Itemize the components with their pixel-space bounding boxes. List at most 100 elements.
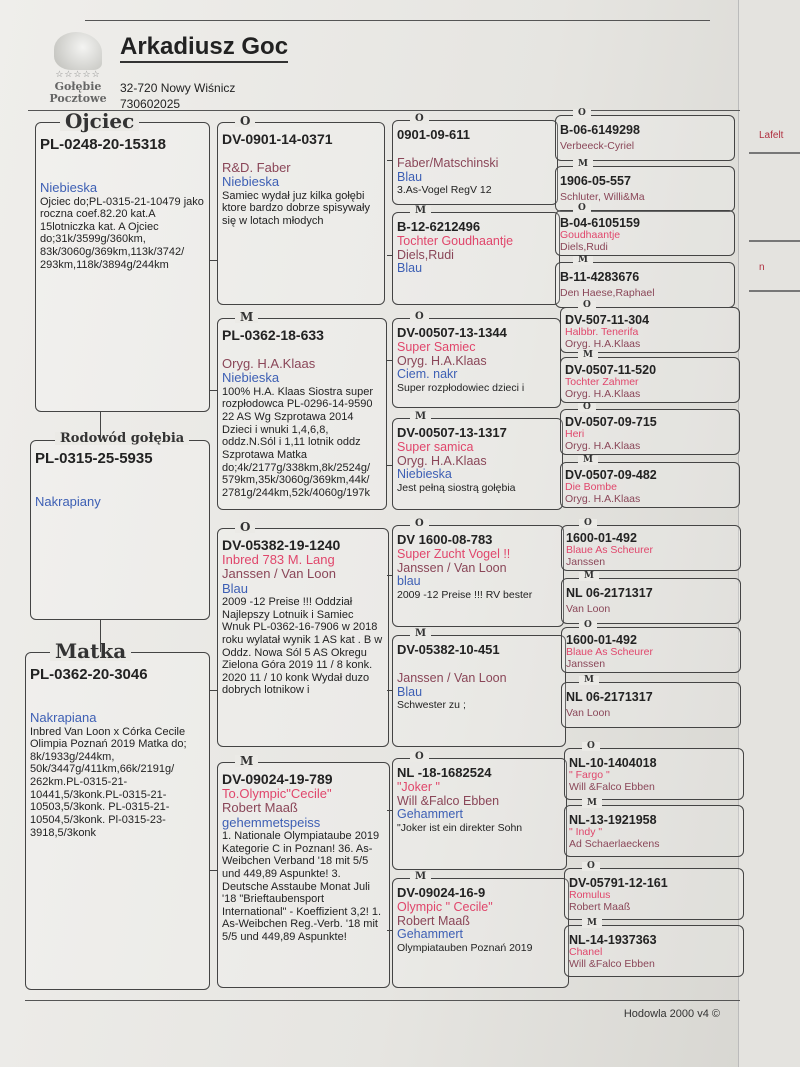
card-label: O (235, 115, 256, 127)
card-label: M (410, 872, 432, 882)
pigeon-notes: Ojciec do;PL-0315-21-10479 jako roczna c… (40, 195, 204, 271)
pigeon-card: NL-10-1404018 " Fargo " Will &Falco Ebben (564, 748, 744, 800)
pedigree-sheet (0, 0, 745, 1067)
pigeon-color: Nakrapiany (35, 494, 101, 510)
card-label: O (582, 862, 600, 871)
pigeon-name (35, 467, 205, 481)
pigeon-card: NL-14-1937363 Chanel Will &Falco Ebben (564, 925, 744, 977)
pigeon-name: Blaue As Scheurer (566, 646, 653, 659)
next-sheet-text: n (759, 262, 765, 273)
card-label: O (582, 742, 600, 751)
divider (749, 290, 800, 292)
pigeon-card: DV-05791-12-161 Romulus Robert Maaß (564, 868, 744, 920)
card-label: M (235, 755, 259, 767)
pigeon-card: DV-05382-10-451 Janssen / Van Loon Blau Sch… (392, 635, 566, 747)
pigeon-card: B-06-6149298 Verbeeck-Cyriel (555, 115, 735, 161)
connector (387, 360, 392, 361)
pigeon-card: B-12-6212496 Tochter Goudhaantje Diels,Rud… (392, 212, 560, 305)
ring-number: DV-00507-13-1344 (397, 325, 507, 340)
pigeon-card: DV-0901-14-0371 R&D. Faber Niebieska Samiec… (217, 122, 385, 305)
top-rule (85, 20, 710, 21)
card-label: M (579, 572, 599, 581)
pigeon-name: Romulus (569, 889, 611, 902)
pigeon-owner: Den Haese,Raphael (560, 287, 655, 300)
pigeon-card: PL-0362-20-3046 Nakrapiana Inbred Van Loon… (25, 652, 210, 990)
pigeon-owner (40, 167, 205, 181)
pigeon-card: NL 06-2171317 Van Loon (561, 578, 741, 624)
pigeon-card: DV-00507-13-1317 Super samica Oryg. H.A.Kl… (392, 418, 563, 510)
ring-number: DV-0507-09-482 (565, 468, 657, 482)
pigeon-card: NL 06-2171317 Van Loon (561, 682, 741, 728)
ring-number: DV-05382-10-451 (397, 642, 500, 657)
pigeon-name: Tochter Zahmer (565, 376, 639, 389)
card-label: O (235, 521, 256, 533)
connector (387, 690, 392, 691)
pigeon-owner: Robert Maaß (569, 900, 631, 913)
card-label: M (579, 676, 599, 685)
pigeon-color: Niebieska (40, 180, 98, 196)
pigeon-name: " Indy " (569, 826, 603, 839)
pigeon-notes: Inbred Van Loon x Córka Cecile Olimpia P… (30, 725, 187, 839)
pigeon-name: Olympic " Cecile" (397, 899, 493, 914)
pigeon-name: Inbred 783 M. Lang (222, 552, 335, 568)
pigeon-owner: Janssen / Van Loon (397, 560, 507, 575)
ring-number: DV-0507-11-520 (565, 363, 657, 377)
pigeon-color: Gehammert (397, 807, 463, 822)
pigeon-card: DV-05382-19-1240 Inbred 783 M. Lang Jansse… (217, 528, 389, 747)
pigeon-notes: 2009 -12 Preise !!! RV bester (397, 589, 533, 602)
pigeon-card: DV-0507-11-520 Tochter Zahmer Oryg. H.A.Kl… (560, 357, 740, 403)
connector (387, 160, 392, 161)
ring-number: B-12-6212496 (397, 219, 481, 234)
footer-rule (25, 1000, 740, 1001)
pigeon-color: Ciem. nakr (397, 367, 458, 382)
card-label: O (579, 621, 597, 630)
connector (387, 575, 392, 576)
card-label: O (578, 403, 596, 412)
card-label: M (410, 412, 432, 422)
pigeon-notes: Samiec wydał juz kilka gołębi ktore bard… (222, 189, 370, 227)
pigeon-name (222, 147, 380, 161)
ring-number: B-04-6105159 (560, 216, 640, 230)
pigeon-card: PL-0315-25-5935 Nakrapiany (30, 440, 210, 620)
card-label: Rodowód gołębia (55, 432, 190, 445)
pigeon-card: PL-0362-18-633 Oryg. H.A.Klaas Niebieska 10… (217, 318, 387, 510)
connector (387, 465, 392, 466)
card-label: O (578, 301, 596, 310)
ring-number: 1906-05-557 (560, 174, 631, 188)
ring-number: 1600-01-492 (566, 633, 637, 647)
pigeon-card: DV-09024-16-9 Olympic " Cecile" Robert Maa… (392, 878, 569, 988)
pigeon-notes: Olympiatauben Poznań 2019 (397, 942, 533, 955)
pigeon-owner: Will &Falco Ebben (569, 780, 655, 793)
pigeon-color: Niebieska (222, 370, 280, 386)
pigeon-color: Niebieska (222, 174, 280, 190)
pigeon-name (40, 153, 205, 167)
pigeon-notes: 100% H.A. Klaas Siostra super rozpłodowc… (222, 385, 374, 499)
pigeon-color: gehemmetspeiss (222, 814, 321, 830)
pigeon-card: B-11-4283676 Den Haese,Raphael (555, 262, 735, 308)
logo: ☆☆☆☆☆ Gołębie Pocztowe (42, 32, 114, 108)
pigeon-notes: 3.As-Vogel RegV 12 (397, 184, 492, 197)
pigeon-owner: Schluter, Willi&Ma (560, 191, 645, 204)
pigeon-owner (30, 697, 205, 711)
ring-number: B-11-4283676 (560, 270, 640, 284)
pigeon-name: "Joker " (397, 779, 440, 794)
pigeon-card: DV 1600-08-783 Super Zucht Vogel !! Jansse… (392, 525, 564, 627)
ring-number: 1600-01-492 (566, 531, 637, 545)
ring-number: NL-13-1921958 (569, 813, 657, 827)
logo-stars: ☆☆☆☆☆ (55, 70, 101, 80)
card-label: M (410, 629, 432, 639)
ring-number: NL 06-2171317 (566, 586, 653, 600)
pigeon-name: Heri (565, 428, 585, 441)
pigeon-card: 1600-01-492 Blaue As Scheurer Janssen (561, 627, 741, 673)
divider (749, 152, 800, 154)
connector (210, 690, 217, 691)
pigeon-owner: Will &Falco Ebben (569, 957, 655, 970)
pigeon-color: Nakrapiana (30, 710, 97, 726)
pigeon-card: DV-0507-09-715 Heri Oryg. H.A.Klaas (560, 409, 740, 455)
logo-text: Pocztowe (49, 92, 107, 105)
breeder-contact: 32-720 Nowy Wiśnicz 730602025 (120, 80, 235, 112)
pigeon-name: " Fargo " (569, 769, 610, 782)
phone: 730602025 (120, 97, 181, 111)
pigeon-color: Niebieska (397, 467, 452, 482)
ring-number: PL-0315-25-5935 (35, 450, 153, 467)
